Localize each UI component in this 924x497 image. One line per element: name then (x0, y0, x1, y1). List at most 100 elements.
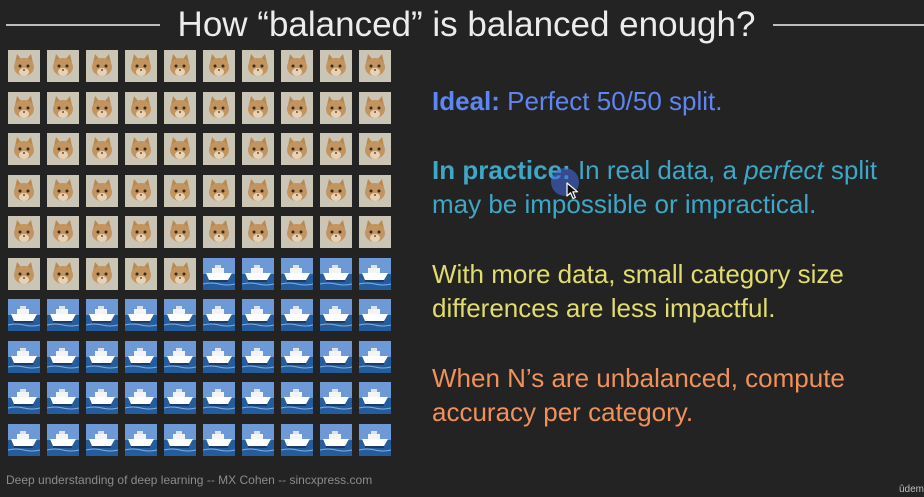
boat-image (320, 299, 352, 331)
boat-image (281, 257, 313, 290)
cat-image (86, 174, 118, 207)
cat-image (281, 133, 313, 165)
cat-image (164, 91, 196, 124)
cat-image (359, 50, 391, 82)
boat-image (125, 382, 157, 414)
mouse-cursor-icon (566, 182, 579, 200)
slide-title-row: How “balanced” is balanced enough? (0, 0, 924, 52)
cat-image (320, 133, 352, 165)
boat-image (359, 423, 391, 456)
cat-image (281, 50, 313, 82)
cat-image (47, 174, 79, 207)
boat-image (47, 340, 79, 373)
cat-image (242, 216, 274, 248)
cat-image (203, 50, 235, 82)
cat-image (242, 174, 274, 207)
ideal-text: Perfect 50/50 split. (499, 86, 723, 116)
cat-image (47, 91, 79, 124)
cat-image (203, 133, 235, 165)
cat-image (125, 257, 157, 290)
cat-image (86, 91, 118, 124)
cat-image (203, 216, 235, 248)
more-data-line-1: With more data, small category size (432, 259, 844, 289)
cat-image (320, 174, 352, 207)
boat-image (47, 382, 79, 414)
unbalanced-line-1: When N’s are unbalanced, compute (432, 363, 845, 393)
boat-image (242, 340, 274, 373)
cat-image (320, 50, 352, 82)
cat-image (125, 91, 157, 124)
title-rule-right (773, 24, 924, 26)
cat-image (125, 133, 157, 165)
boat-image (359, 340, 391, 373)
boat-image (164, 423, 196, 456)
cat-image (8, 50, 40, 82)
boat-image (8, 340, 40, 373)
cat-image (8, 257, 40, 290)
cat-image (8, 91, 40, 124)
cat-image (125, 216, 157, 248)
more-data-line-2: differences are less impactful. (432, 293, 776, 323)
boat-image (320, 257, 352, 290)
boat-image (242, 382, 274, 414)
boat-image (359, 382, 391, 414)
boat-image (8, 382, 40, 414)
practice-text-b: split (823, 155, 878, 185)
cat-image (125, 50, 157, 82)
boat-image (164, 340, 196, 373)
boat-image (203, 423, 235, 456)
cat-image (281, 91, 313, 124)
boat-image (47, 423, 79, 456)
boat-image (242, 423, 274, 456)
practice-label: In practice: (432, 155, 571, 185)
cat-image (281, 216, 313, 248)
cat-image (359, 133, 391, 165)
unbalanced-line-2: accuracy per category. (432, 397, 694, 427)
practice-text-emphasis: perfect (744, 155, 824, 185)
cat-image (86, 133, 118, 165)
boat-image (281, 340, 313, 373)
cat-image (164, 133, 196, 165)
boat-image (320, 423, 352, 456)
cat-image (320, 91, 352, 124)
point-in-practice: In practice: In real data, a perfect spl… (432, 153, 877, 221)
cat-image (86, 50, 118, 82)
boat-image (320, 340, 352, 373)
boat-image (125, 299, 157, 331)
cat-image (281, 174, 313, 207)
boat-image (203, 382, 235, 414)
point-unbalanced: When N’s are unbalanced, compute accurac… (432, 361, 845, 429)
boat-image (86, 340, 118, 373)
cat-image (164, 50, 196, 82)
cat-image (164, 174, 196, 207)
boat-image (47, 299, 79, 331)
cat-image (8, 216, 40, 248)
boat-image (242, 257, 274, 290)
boat-image (164, 382, 196, 414)
cat-image (359, 216, 391, 248)
boat-image (203, 340, 235, 373)
cat-image (359, 174, 391, 207)
cat-image (86, 257, 118, 290)
boat-image (242, 299, 274, 331)
cat-image (47, 257, 79, 290)
cat-image (242, 91, 274, 124)
cat-image (164, 257, 196, 290)
title-rule-left (6, 24, 160, 26)
point-more-data: With more data, small category size diff… (432, 257, 844, 325)
boat-image (320, 382, 352, 414)
boat-image (125, 340, 157, 373)
cat-image (242, 50, 274, 82)
practice-line-2: may be impossible or impractical. (432, 189, 817, 219)
cat-image (47, 216, 79, 248)
boat-image (359, 299, 391, 331)
cat-image (203, 174, 235, 207)
cat-image (8, 174, 40, 207)
boat-image (8, 423, 40, 456)
cat-image (8, 133, 40, 165)
cat-image (164, 216, 196, 248)
point-ideal: Ideal: Perfect 50/50 split. (432, 84, 722, 118)
boat-image (86, 382, 118, 414)
boat-image (281, 299, 313, 331)
boat-image (281, 423, 313, 456)
